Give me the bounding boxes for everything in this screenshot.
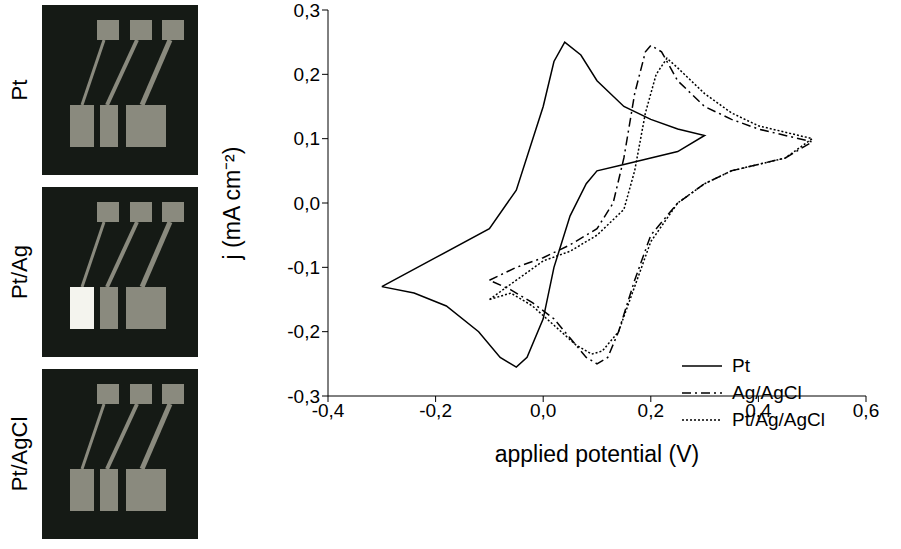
svg-text:0,4: 0,4 (745, 400, 772, 421)
svg-text:0,1: 0,1 (294, 128, 320, 149)
svg-text:0,0: 0,0 (294, 193, 320, 214)
svg-text:j (mA cm⁻²): j (mA cm⁻²) (219, 147, 245, 261)
svg-text:applied potential (V): applied potential (V) (495, 441, 700, 467)
svg-text:0,2: 0,2 (294, 64, 320, 85)
svg-text:0,6: 0,6 (853, 400, 879, 421)
svg-text:-0,2: -0,2 (287, 321, 320, 342)
svg-text:-0,2: -0,2 (419, 400, 452, 421)
svg-text:-0,1: -0,1 (287, 257, 320, 278)
svg-text:0,0: 0,0 (530, 400, 556, 421)
svg-text:0,3: 0,3 (294, 0, 320, 21)
svg-text:0,2: 0,2 (638, 400, 664, 421)
svg-text:-0,3: -0,3 (287, 386, 320, 407)
